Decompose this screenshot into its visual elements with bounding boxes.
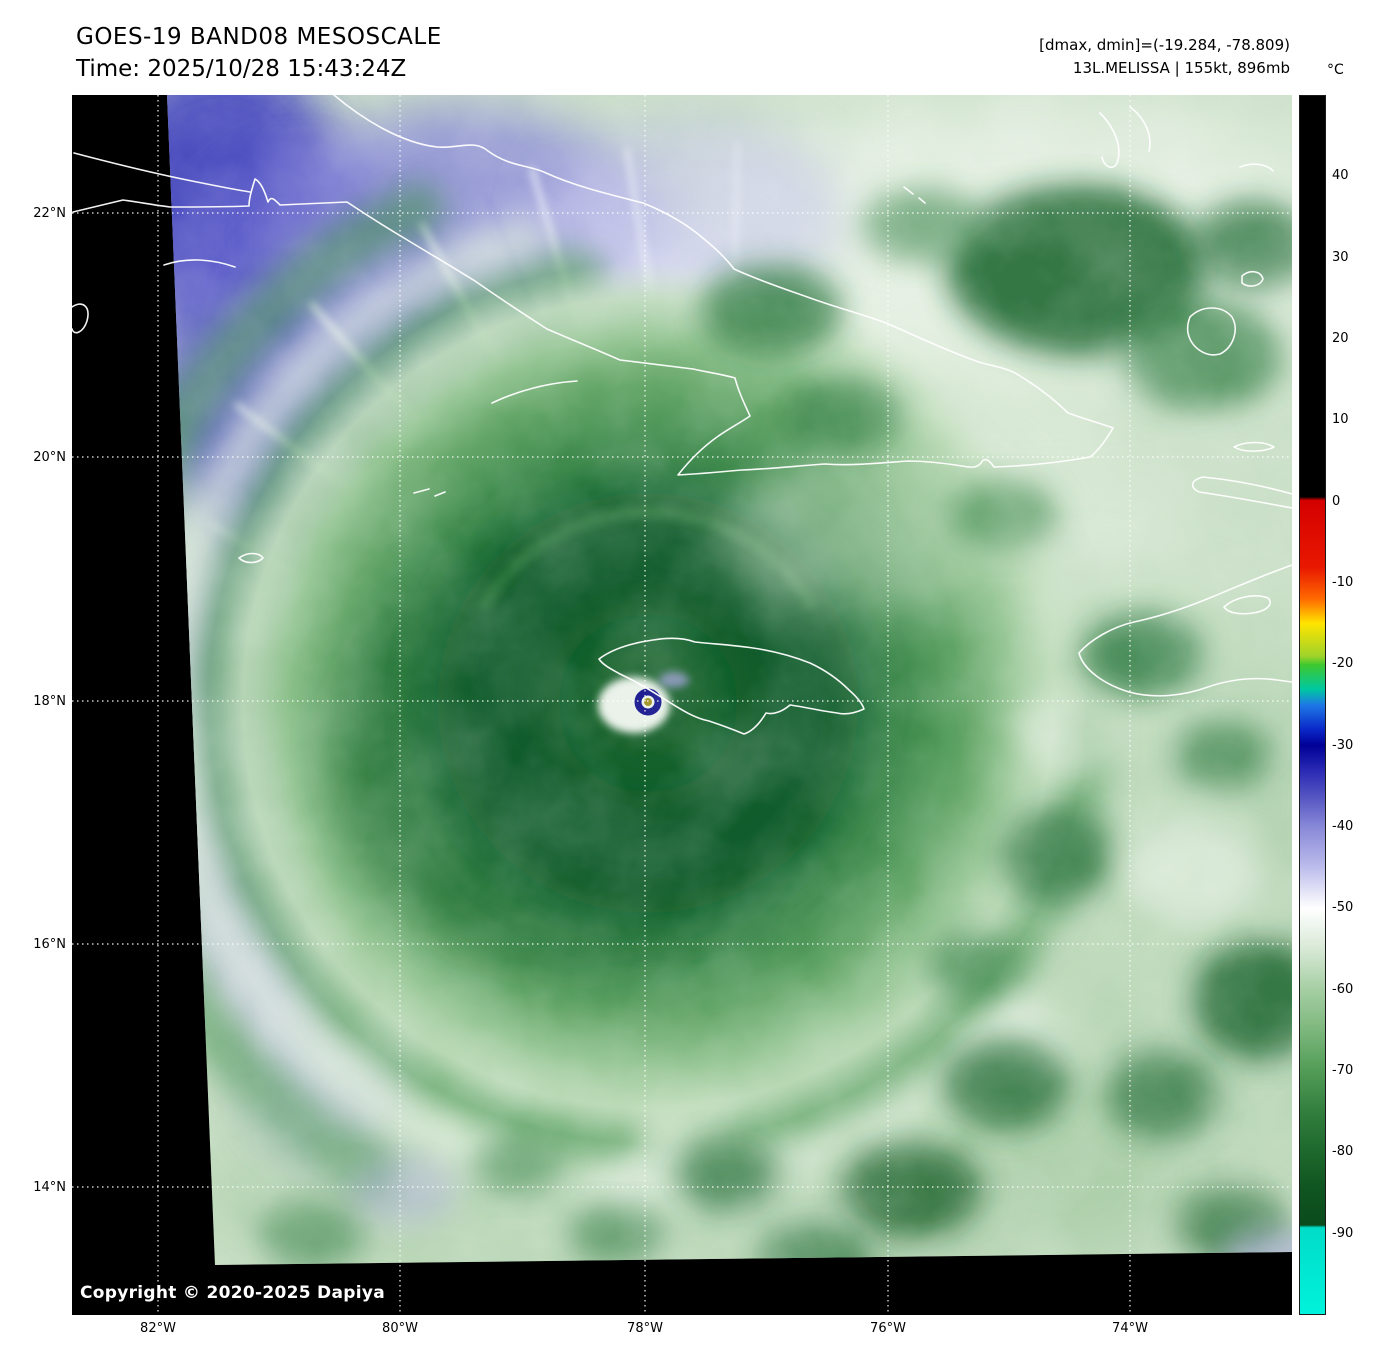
- product-title: GOES-19 BAND08 MESOSCALE: [76, 24, 442, 50]
- colorbar-tick-20: 20: [1332, 331, 1349, 346]
- colorbar-tick-n90: -90: [1332, 1226, 1354, 1241]
- lon-label-82w: 82°W: [140, 1321, 176, 1336]
- colorbar-tick-n70: -70: [1332, 1063, 1354, 1078]
- colorbar-tick-n80: -80: [1332, 1144, 1354, 1159]
- cayman-islands: [238, 488, 446, 564]
- satellite-imagery: [72, 95, 1292, 1315]
- cuba-coastline: [72, 95, 1114, 476]
- jamaica-coastline: [598, 637, 865, 735]
- graticule: [72, 95, 1292, 1315]
- colorbar-tick-n40: -40: [1332, 819, 1354, 834]
- colorbar-tick-n20: -20: [1332, 656, 1354, 671]
- timestamp: Time: 2025/10/28 15:43:24Z: [76, 56, 407, 82]
- copyright-notice: Copyright © 2020-2025 Dapiya: [80, 1283, 385, 1303]
- bahamas-islands: [903, 106, 1274, 356]
- scan-region: [167, 95, 1292, 1265]
- colorbar-gradient: [1300, 96, 1325, 1314]
- lon-label-78w: 78°W: [627, 1321, 663, 1336]
- colorbar-tick-n60: -60: [1332, 982, 1354, 997]
- satellite-map: [72, 95, 1292, 1315]
- colorbar-unit: °C: [1327, 62, 1344, 78]
- colorbar-tick-0: 0: [1332, 494, 1341, 509]
- colorbar-tick-10: 10: [1332, 412, 1349, 427]
- coastlines: [72, 95, 1292, 735]
- colorbar-tick-30: 30: [1332, 250, 1349, 265]
- storm-info: 13L.MELISSA | 155kt, 896mb: [1072, 59, 1290, 77]
- colorbar-tick-n10: -10: [1332, 575, 1354, 590]
- lat-label-18n: 18°N: [33, 694, 66, 709]
- lat-label-14n: 14°N: [33, 1180, 66, 1195]
- colorbar: [1299, 95, 1326, 1315]
- colorbar-tick-n50: -50: [1332, 900, 1354, 915]
- cuba-cays: [72, 152, 578, 404]
- cloud-texture: [167, 95, 1292, 1265]
- lat-label-20n: 20°N: [33, 450, 66, 465]
- hispaniola-coastline: [1078, 441, 1292, 697]
- lat-label-16n: 16°N: [33, 937, 66, 952]
- colorbar-tick-40: 40: [1332, 168, 1349, 183]
- lon-label-80w: 80°W: [382, 1321, 418, 1336]
- lon-label-76w: 76°W: [870, 1321, 906, 1336]
- lon-label-74w: 74°W: [1112, 1321, 1148, 1336]
- lat-label-22n: 22°N: [33, 206, 66, 221]
- data-range-readout: [dmax, dmin]=(-19.284, -78.809): [1039, 36, 1290, 54]
- colorbar-tick-n30: -30: [1332, 738, 1354, 753]
